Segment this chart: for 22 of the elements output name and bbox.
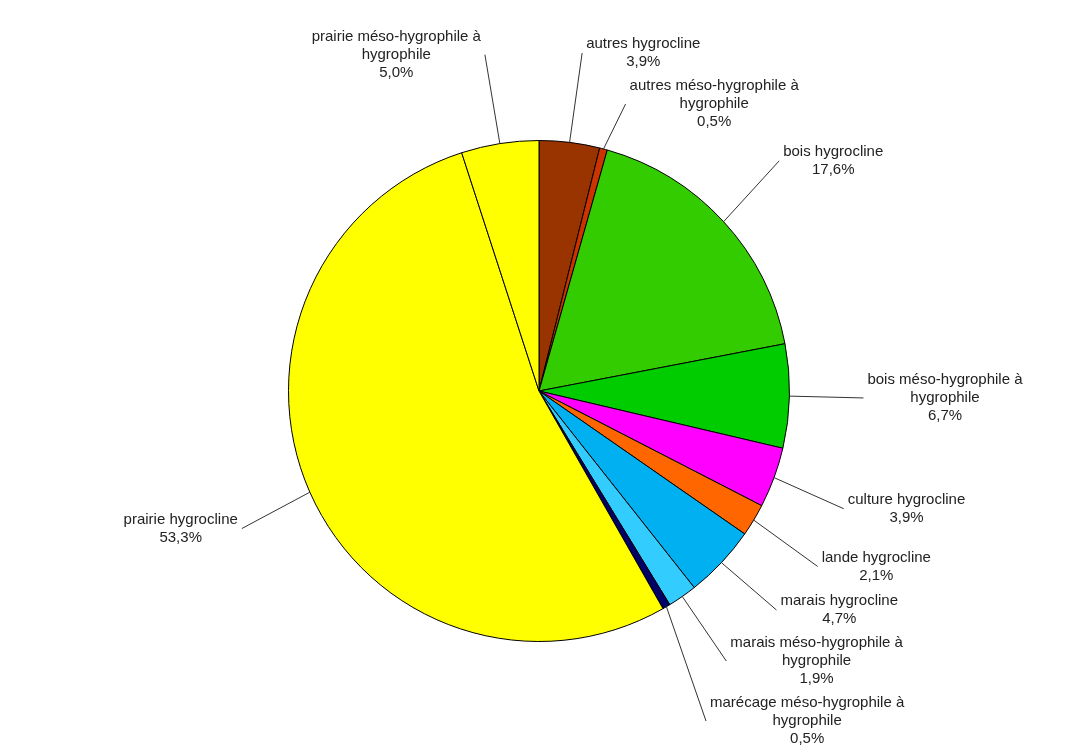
data-label: 5,0% [379, 62, 414, 80]
slice-label: autres méso-hygrophile à hygrophile [629, 76, 800, 112]
data-label: 3,9% [626, 52, 661, 70]
data-label: 2,1% [859, 565, 894, 583]
data-label: 6,7% [927, 406, 963, 424]
slice-label: marais méso-hygrophile à hygrophile [730, 633, 904, 669]
data-label: 3,9% [889, 507, 924, 525]
slice-label: bois hygrocline [783, 141, 884, 159]
slice-label: lande hygrocline [821, 547, 931, 565]
slice-label: culture hygrocline [847, 489, 966, 507]
slice-label: marais hygrocline [780, 591, 898, 609]
data-label: 4,7% [822, 609, 857, 627]
slice-label: marécage méso-hygrophile à hygrophile [709, 693, 905, 729]
slice-label: autres hygrocline [586, 34, 701, 52]
data-label: 0,5% [697, 112, 732, 130]
data-label: 53,3% [159, 527, 202, 545]
data-label: 0,5% [790, 729, 825, 747]
data-label: 17,6% [811, 159, 855, 177]
data-label: 1,9% [799, 669, 834, 687]
slice-label: bois méso-hygrophile à hygrophile [867, 370, 1024, 406]
slice-label: prairie méso-hygrophile à hygrophile [311, 26, 482, 62]
slice-label: prairie hygrocline [123, 509, 238, 527]
